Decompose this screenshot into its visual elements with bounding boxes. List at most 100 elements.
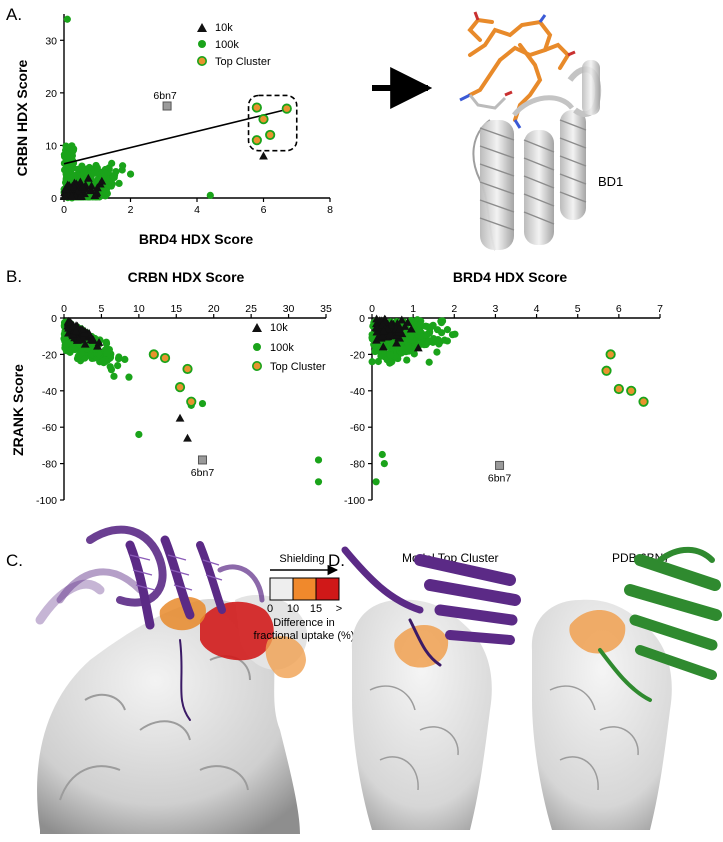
data-point-top-cluster bbox=[638, 396, 649, 407]
data-point-10k bbox=[92, 183, 102, 192]
x-tick-label: 15 bbox=[170, 303, 182, 315]
y-tick-label: -20 bbox=[42, 349, 57, 361]
panel-letter-c: C. bbox=[6, 551, 23, 570]
data-point-10k bbox=[385, 330, 395, 339]
chart-a-legend: 10k 100k Top Cluster bbox=[197, 22, 271, 68]
data-point-top-cluster bbox=[148, 349, 159, 360]
data-point-100k bbox=[69, 146, 78, 154]
x-tick-label: 6 bbox=[261, 204, 267, 216]
data-point-100k bbox=[108, 159, 116, 167]
y-tick-label: 0 bbox=[359, 313, 365, 325]
shield-tick-15: 15 bbox=[310, 603, 322, 615]
shield-tick-0: 0 bbox=[267, 603, 273, 615]
data-point-10k bbox=[413, 343, 423, 352]
data-point-100k bbox=[433, 348, 441, 356]
data-point-10k bbox=[372, 327, 382, 336]
panel-letter-a: A. bbox=[6, 5, 22, 24]
data-point-10k bbox=[392, 338, 401, 347]
data-point-100k bbox=[74, 165, 82, 173]
y-tick-label: -80 bbox=[350, 459, 365, 471]
data-point-100k bbox=[372, 478, 380, 486]
x-tick-label: 0 bbox=[61, 204, 67, 216]
data-point-100k bbox=[380, 460, 388, 468]
d1-surface bbox=[351, 599, 492, 830]
y-tick-label: -20 bbox=[350, 349, 365, 361]
shield-tick-gt: > bbox=[336, 603, 342, 615]
data-point-100k bbox=[64, 154, 72, 162]
data-point-10k bbox=[403, 317, 413, 326]
data-point-100k bbox=[434, 337, 442, 346]
shield-swatch-mid bbox=[292, 577, 317, 601]
data-point-10k bbox=[394, 324, 404, 333]
red-shielding-patch bbox=[200, 601, 274, 661]
data-point-100k bbox=[386, 351, 395, 359]
data-point-100k bbox=[71, 345, 79, 354]
x-tick-label: 6 bbox=[616, 303, 622, 315]
legend-top-cluster-label: Top Cluster bbox=[270, 361, 326, 373]
data-point-top-cluster bbox=[186, 396, 197, 407]
x-tick-label: 30 bbox=[283, 303, 295, 315]
ligand-nitrogen bbox=[459, 14, 547, 129]
data-point-100k bbox=[114, 354, 123, 363]
data-point-top-cluster bbox=[613, 383, 624, 395]
data-point-10k bbox=[92, 187, 102, 196]
legend-green-marker bbox=[253, 343, 261, 351]
data-point-100k bbox=[63, 15, 71, 23]
data-point-100k bbox=[368, 358, 376, 366]
shielding-legend: Shielding 0 10 15 > Difference in fracti… bbox=[254, 553, 355, 642]
data-point-100k bbox=[314, 456, 323, 464]
data-point-100k bbox=[438, 317, 447, 325]
data-point-top-cluster bbox=[159, 352, 171, 364]
reference-label-6bn7: 6bn7 bbox=[153, 90, 177, 102]
data-point-100k bbox=[198, 399, 207, 408]
x-tick-label: 0 bbox=[61, 303, 67, 315]
orange-shielding-patch bbox=[159, 596, 206, 631]
data-point-100k bbox=[73, 171, 81, 179]
purple-ribbons bbox=[35, 525, 265, 721]
data-point-100k bbox=[93, 164, 101, 172]
x-tick-label: 4 bbox=[194, 204, 200, 216]
chart-b1-legend: 10k 100k Top Cluster bbox=[252, 322, 326, 373]
data-point-10k bbox=[74, 335, 84, 344]
y-tick-label: -80 bbox=[42, 459, 57, 471]
y-tick-label: -40 bbox=[42, 386, 57, 398]
data-point-100k bbox=[415, 327, 423, 335]
data-point-top-cluster bbox=[626, 385, 637, 396]
panel-letter-d: D. bbox=[328, 551, 345, 570]
panel-c-structure bbox=[35, 525, 308, 834]
data-point-100k bbox=[448, 331, 457, 339]
x-tick-label: 7 bbox=[657, 303, 663, 315]
data-point-10k bbox=[73, 186, 83, 195]
bd1-structure-image: BD1 bbox=[459, 11, 623, 251]
model-top-cluster-structure bbox=[341, 546, 521, 830]
legend-10k-label: 10k bbox=[270, 322, 288, 334]
data-point-100k bbox=[99, 357, 107, 365]
scatter-chart-b2: BRD4 HDX Score 0 1 2 3 4 5 6 7 0 -20 -40 -60 -80 -100… bbox=[344, 269, 663, 507]
reference-label-6bn7: 6bn7 bbox=[488, 472, 512, 484]
reference-label-6bn7: 6bn7 bbox=[191, 467, 215, 479]
data-point-10k bbox=[80, 339, 90, 348]
data-point-top-cluster bbox=[182, 363, 193, 375]
data-point-10k bbox=[94, 337, 104, 346]
data-point-100k bbox=[443, 337, 451, 345]
data-point-top-cluster bbox=[605, 349, 616, 360]
data-point-10k bbox=[64, 181, 74, 190]
data-point-100k bbox=[114, 362, 122, 370]
data-point-10k bbox=[379, 326, 388, 335]
data-point-top-cluster bbox=[258, 114, 269, 125]
data-point-100k bbox=[81, 354, 89, 362]
pdb-6bn7-structure bbox=[531, 546, 722, 830]
shield-swatch-low bbox=[269, 577, 294, 601]
d2-surface bbox=[531, 599, 672, 830]
x-tick-label: 0 bbox=[369, 303, 375, 315]
x-tick-label: 8 bbox=[327, 204, 333, 216]
data-point-100k bbox=[62, 340, 70, 348]
chart-a-xlabel: BRD4 HDX Score bbox=[139, 231, 254, 247]
x-tick-label: 1 bbox=[410, 303, 416, 315]
data-point-top-cluster bbox=[174, 382, 186, 393]
legend-10k-label: 10k bbox=[215, 22, 233, 34]
scatter-chart-b1: CRBN HDX Score ZRANK Score 0 5 10 15 20 25 30 3… bbox=[10, 269, 332, 507]
helix-bundle bbox=[472, 60, 602, 251]
data-point-10k bbox=[371, 322, 381, 331]
